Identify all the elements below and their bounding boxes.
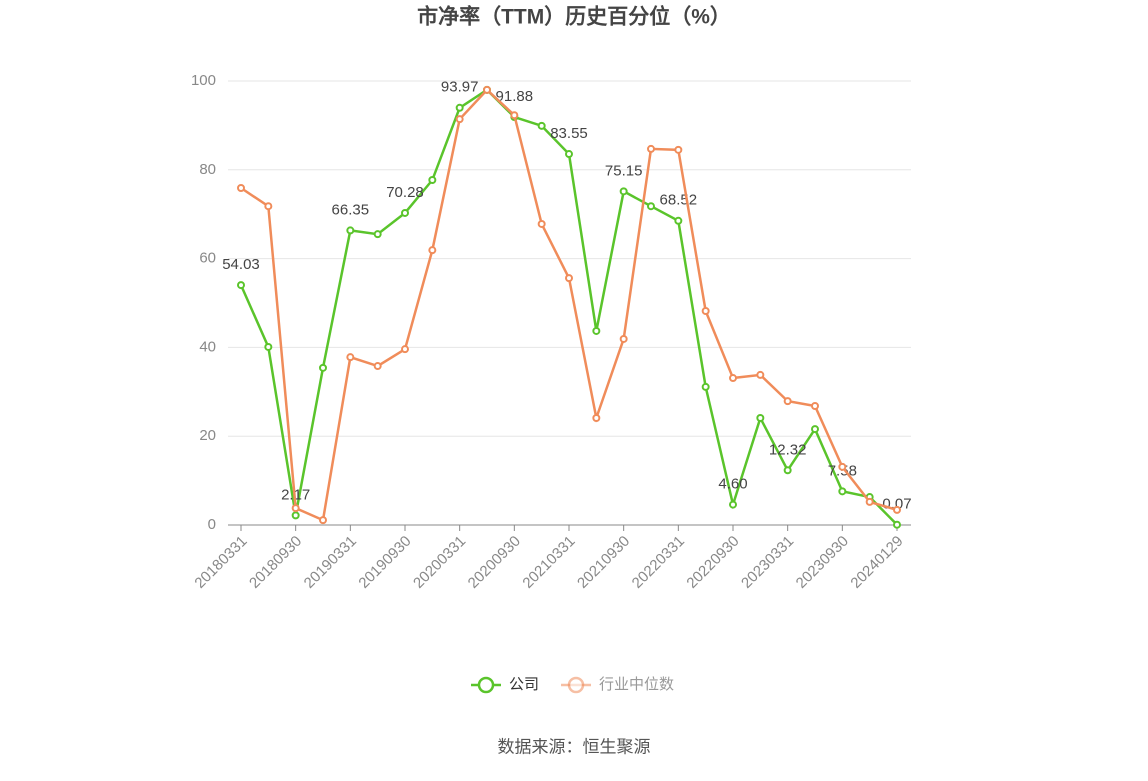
y-tick-label: 60 bbox=[199, 250, 216, 267]
point bbox=[838, 462, 847, 471]
point bbox=[893, 505, 901, 514]
point bbox=[811, 402, 819, 411]
point bbox=[428, 246, 437, 255]
data-label: 70.28 bbox=[386, 184, 424, 201]
point bbox=[346, 353, 355, 362]
point bbox=[729, 374, 737, 383]
point bbox=[264, 202, 273, 211]
point bbox=[565, 274, 573, 283]
point bbox=[619, 334, 628, 343]
x-tick-label: 20240129 bbox=[847, 533, 906, 592]
point bbox=[319, 516, 327, 525]
y-tick-label: 20 bbox=[199, 427, 216, 444]
point bbox=[401, 345, 409, 354]
y-tick-label: 40 bbox=[199, 338, 216, 355]
point bbox=[865, 497, 874, 506]
point bbox=[701, 382, 710, 391]
point bbox=[483, 85, 491, 94]
point bbox=[537, 121, 546, 130]
point bbox=[291, 511, 300, 520]
point bbox=[838, 487, 847, 496]
source: 数据来源：恒生聚源 bbox=[498, 737, 651, 756]
x-tick-label: 20210331 bbox=[519, 533, 578, 592]
legend-label: 公司 bbox=[509, 676, 539, 693]
point bbox=[674, 145, 683, 154]
point bbox=[346, 226, 355, 235]
x-tick-label: 20200331 bbox=[410, 533, 469, 592]
x-tick-label: 20210930 bbox=[574, 533, 633, 592]
data-label: 83.55 bbox=[550, 125, 588, 142]
point bbox=[619, 187, 628, 196]
point bbox=[783, 397, 792, 406]
x-tick-label: 20190930 bbox=[355, 533, 414, 592]
point bbox=[264, 342, 273, 351]
point bbox=[373, 362, 382, 371]
point bbox=[783, 466, 792, 475]
point bbox=[291, 504, 300, 513]
data-label: 91.88 bbox=[496, 88, 534, 105]
x-tick-label: 20200930 bbox=[465, 533, 524, 592]
point bbox=[319, 363, 327, 372]
x-tick-label: 20230331 bbox=[738, 533, 797, 592]
point bbox=[237, 184, 245, 193]
y-tick-label: 100 bbox=[191, 72, 216, 89]
data-label: 4.60 bbox=[718, 476, 747, 493]
x-tick-label: 20230930 bbox=[793, 533, 852, 592]
point bbox=[428, 176, 437, 185]
data-label: 54.03 bbox=[222, 256, 260, 273]
point bbox=[401, 208, 409, 217]
point bbox=[373, 230, 382, 239]
data-label: 12.32 bbox=[769, 441, 807, 458]
point bbox=[729, 500, 737, 509]
data-label: 68.52 bbox=[660, 192, 698, 209]
point bbox=[237, 281, 245, 290]
x-tick-label: 20180331 bbox=[191, 533, 250, 592]
x-tick-label: 20190331 bbox=[301, 533, 360, 592]
chart-title: 市净率（TTM）历史百分位（%） bbox=[417, 5, 731, 29]
y-tick-label: 0 bbox=[208, 516, 216, 533]
data-label: 66.35 bbox=[332, 201, 370, 218]
point bbox=[647, 202, 655, 211]
point bbox=[565, 150, 573, 159]
point bbox=[674, 216, 683, 225]
y-tick-label: 80 bbox=[199, 161, 216, 178]
data-label: 75.15 bbox=[605, 162, 643, 179]
legend-marker bbox=[567, 676, 585, 694]
point bbox=[455, 115, 464, 124]
data-label: 93.97 bbox=[441, 79, 479, 96]
x-tick-label: 20220930 bbox=[683, 533, 742, 592]
point bbox=[701, 306, 710, 315]
point bbox=[756, 413, 765, 422]
point bbox=[537, 219, 546, 228]
point bbox=[893, 520, 901, 529]
point bbox=[592, 326, 601, 335]
point bbox=[756, 370, 765, 379]
legend-marker bbox=[477, 676, 495, 694]
x-tick-label: 20220331 bbox=[629, 533, 688, 592]
point bbox=[592, 413, 601, 422]
point bbox=[455, 103, 464, 112]
x-tick-label: 20180930 bbox=[246, 533, 305, 592]
point bbox=[510, 111, 519, 120]
legend-label: 行业中位数 bbox=[599, 676, 674, 693]
point bbox=[811, 425, 819, 434]
point bbox=[647, 144, 655, 153]
